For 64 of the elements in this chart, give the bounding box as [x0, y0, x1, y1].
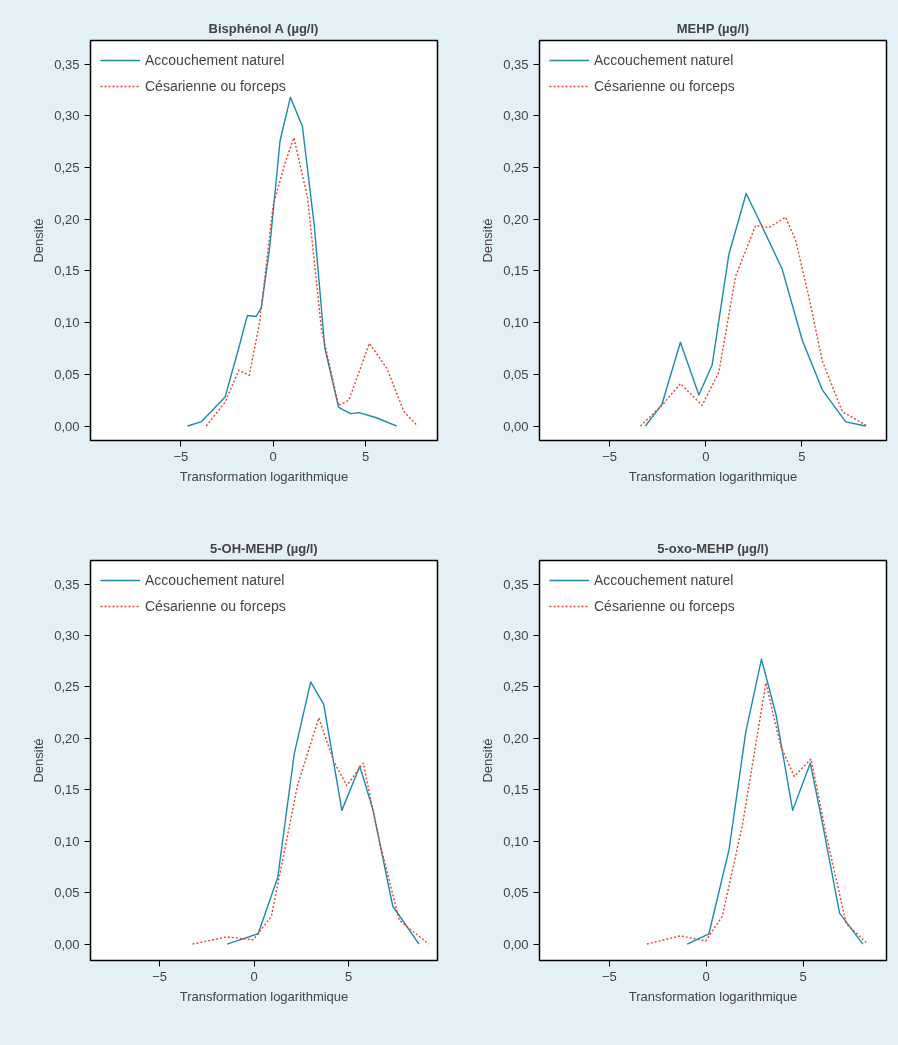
y-tick-label: 0,15 [503, 263, 529, 279]
y-tick-label: 0,15 [503, 782, 529, 798]
y-tick-label: 0,35 [54, 576, 80, 592]
y-tick-label: 0,25 [503, 160, 529, 176]
y-axis-title: Densité [480, 738, 496, 783]
y-tick-label: 0,05 [54, 366, 80, 382]
legend-label: Césarienne ou forceps [145, 598, 286, 614]
x-axis-title: Transformation logarithmique [179, 468, 349, 484]
x-tick-label: 0 [702, 968, 710, 984]
y-tick-label: 0,25 [54, 679, 80, 695]
y-tick-label: 0,35 [503, 56, 529, 72]
y-tick-label: 0,00 [54, 418, 80, 434]
y-tick-label: 0,10 [503, 833, 529, 849]
chart-title: MEHP (µg/l) [676, 20, 750, 36]
x-axis-title: Transformation logarithmique [628, 988, 798, 1004]
legend-label: Accouchement naturel [145, 572, 285, 588]
y-tick-label: 0,30 [503, 108, 529, 124]
x-tick-label: −5 [601, 968, 617, 984]
chart-title: Bisphénol A (µg/l) [208, 20, 319, 36]
y-tick-label: 0,10 [54, 833, 80, 849]
legend-label: Accouchement naturel [145, 52, 285, 68]
y-tick-label: 0,20 [54, 730, 80, 746]
legend-label: Césarienne ou forceps [594, 598, 735, 614]
x-tick-label: 0 [702, 448, 710, 464]
y-tick-label: 0,30 [503, 628, 529, 644]
x-tick-label: 5 [799, 968, 807, 984]
x-tick-label: 5 [345, 968, 353, 984]
legend-label: Césarienne ou forceps [594, 78, 735, 94]
y-axis-title: Densité [31, 738, 47, 783]
y-tick-label: 0,20 [54, 211, 80, 227]
legend-label: Accouchement naturel [594, 52, 734, 68]
chart-title: 5-OH-MEHP (µg/l) [210, 540, 318, 556]
y-tick-label: 0,30 [54, 628, 80, 644]
y-tick-label: 0,10 [503, 315, 529, 331]
y-tick-label: 0,00 [54, 936, 80, 952]
y-tick-label: 0,35 [54, 56, 80, 72]
y-tick-label: 0,05 [54, 885, 80, 901]
y-axis-title: Densité [480, 218, 496, 263]
y-tick-label: 0,35 [503, 576, 529, 592]
y-tick-label: 0,00 [503, 418, 529, 434]
y-axis-title: Densité [31, 218, 47, 263]
y-tick-label: 0,05 [503, 366, 529, 382]
x-axis-title: Transformation logarithmique [628, 468, 798, 484]
legend-label: Césarienne ou forceps [145, 78, 286, 94]
y-tick-label: 0,25 [54, 160, 80, 176]
y-tick-label: 0,15 [54, 782, 80, 798]
y-tick-label: 0,00 [503, 936, 529, 952]
y-tick-label: 0,10 [54, 315, 80, 331]
y-tick-label: 0,25 [503, 679, 529, 695]
y-tick-label: 0,30 [54, 108, 80, 124]
x-tick-label: −5 [152, 968, 168, 984]
x-tick-label: −5 [173, 448, 189, 464]
x-tick-label: 5 [798, 448, 806, 464]
x-tick-label: −5 [602, 448, 618, 464]
chart-title: 5-oxo-MEHP (µg/l) [657, 540, 769, 556]
y-tick-label: 0,05 [503, 885, 529, 901]
x-axis-title: Transformation logarithmique [179, 988, 349, 1004]
y-tick-label: 0,20 [503, 211, 529, 227]
x-tick-label: 0 [269, 448, 277, 464]
x-tick-label: 0 [250, 968, 258, 984]
x-tick-label: 5 [361, 448, 370, 464]
legend-label: Accouchement naturel [594, 572, 734, 588]
y-tick-label: 0,15 [54, 263, 80, 279]
y-tick-label: 0,20 [503, 730, 529, 746]
